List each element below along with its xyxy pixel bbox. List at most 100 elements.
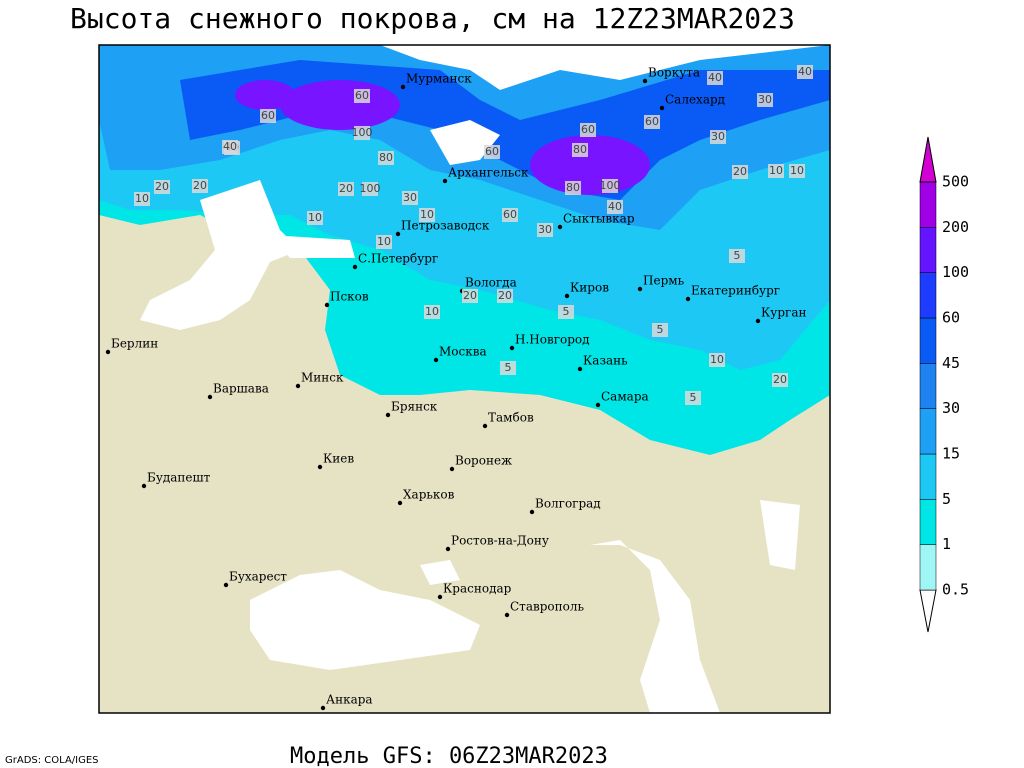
- contour-label-box: [378, 151, 394, 165]
- contour-label-box: [154, 180, 170, 194]
- city-label: Мурманск: [406, 72, 472, 86]
- city-dot: [317, 464, 323, 470]
- contour-label-box: [260, 109, 276, 123]
- contour-label: 60: [355, 89, 369, 102]
- city-dot: [685, 296, 691, 302]
- city-dot: [445, 546, 451, 552]
- contour-label: 80: [573, 143, 587, 156]
- contour-label: 20: [155, 180, 169, 193]
- contour-label: 60: [485, 145, 499, 158]
- contour-label: 20: [773, 373, 787, 386]
- contour-label: 60: [645, 115, 659, 128]
- contour-label-box: [565, 181, 581, 195]
- contour-label-box: [419, 208, 435, 222]
- contour-label-box: [757, 93, 773, 107]
- contour-label: 10: [425, 305, 439, 318]
- legend-label: 200: [942, 218, 969, 236]
- contour-label-box: [537, 223, 553, 237]
- contour-label: 10: [377, 235, 391, 248]
- snow-purple: [280, 80, 400, 130]
- contour-label: 10: [420, 208, 434, 221]
- contour-label-box: [709, 353, 725, 367]
- city-dot: [437, 594, 443, 600]
- city-label: Ростов-на-Дону: [451, 534, 549, 548]
- legend-label: 15: [942, 445, 960, 463]
- city-label: Петрозаводск: [401, 219, 490, 233]
- legend-over-triangle: [919, 136, 937, 183]
- contour-label-box: [652, 323, 668, 337]
- contour-label-box: [462, 289, 478, 303]
- city-dot: [324, 302, 330, 308]
- contour-label: 10: [135, 192, 149, 205]
- contour-label: 10: [769, 164, 783, 177]
- city-dot: [433, 357, 439, 363]
- contour-label: 40: [708, 71, 722, 84]
- contour-label: 5: [505, 361, 512, 374]
- city-label: Сыктывкар: [563, 212, 635, 226]
- city-dot: [385, 412, 391, 418]
- city-dot: [395, 231, 401, 237]
- city-label: Воронеж: [455, 454, 512, 468]
- city-dot: [482, 423, 488, 429]
- contour-label-box: [580, 123, 596, 137]
- city-label: Берлин: [111, 337, 158, 351]
- legend-under-triangle: [919, 589, 937, 633]
- map: Мурманск Воркута Салехард Архангельск Сыктыв…: [98, 44, 831, 714]
- contour-label-box: [354, 126, 370, 140]
- legend-segment: [919, 408, 937, 455]
- snow-purple: [235, 80, 295, 110]
- city-label: Варшава: [213, 382, 269, 396]
- city-label: Вологда: [465, 276, 517, 290]
- contour-label: 5: [690, 391, 697, 404]
- contour-label: 100: [352, 126, 373, 139]
- contour-label-layer: 4040306060100604010080602040806080100403…: [134, 65, 813, 405]
- contour-label-box: [497, 289, 513, 303]
- city-label: Н.Новгород: [515, 333, 590, 347]
- city-label: Екатеринбург: [691, 284, 780, 298]
- city-dot: [442, 178, 448, 184]
- legend-segment: [919, 181, 937, 228]
- contour-label-box: [768, 164, 784, 178]
- legend-label: 30: [942, 399, 960, 417]
- contour-label: 100: [600, 179, 621, 192]
- city-label: Харьков: [403, 488, 455, 502]
- city-dot: [400, 84, 406, 90]
- city-label: Киев: [323, 452, 354, 466]
- city-label: Пермь: [643, 274, 685, 288]
- contour-label: 20: [193, 179, 207, 192]
- legend-segment: [919, 317, 937, 364]
- city-label: Казань: [583, 354, 628, 368]
- city-label: Салехард: [665, 93, 725, 107]
- contour-label: 30: [711, 130, 725, 143]
- legend-label: 500: [942, 173, 969, 191]
- legend-label: 45: [942, 354, 960, 372]
- city-dot: [659, 105, 665, 111]
- credit: GrADS: COLA/IGES: [5, 755, 99, 766]
- contour-label: 30: [403, 191, 417, 204]
- contour-label-box: [644, 115, 660, 129]
- city-dot: [564, 293, 570, 299]
- legend-segment: [919, 363, 937, 409]
- legend-segment: [919, 227, 937, 273]
- city-dot: [577, 366, 583, 372]
- contour-label-box: [192, 179, 208, 193]
- city-dot: [207, 394, 213, 400]
- contour-label-box: [707, 71, 723, 85]
- sea: [140, 180, 300, 330]
- sea: [380, 45, 830, 90]
- contour-label-box: [685, 391, 701, 405]
- contour-label-box: [307, 211, 323, 225]
- contour-label: 5: [734, 249, 741, 262]
- contour-label-box: [772, 373, 788, 387]
- sea: [420, 560, 460, 585]
- contour-label: 20: [463, 289, 477, 302]
- city-dot: [637, 286, 643, 292]
- contour-label: 60: [261, 109, 275, 122]
- contour-label-box: [338, 182, 354, 196]
- city-label: Анкара: [326, 693, 373, 707]
- city-dot: [557, 224, 563, 230]
- contour-label-box: [572, 143, 588, 157]
- contour-label: 40: [798, 65, 812, 78]
- contour-label: 30: [758, 93, 772, 106]
